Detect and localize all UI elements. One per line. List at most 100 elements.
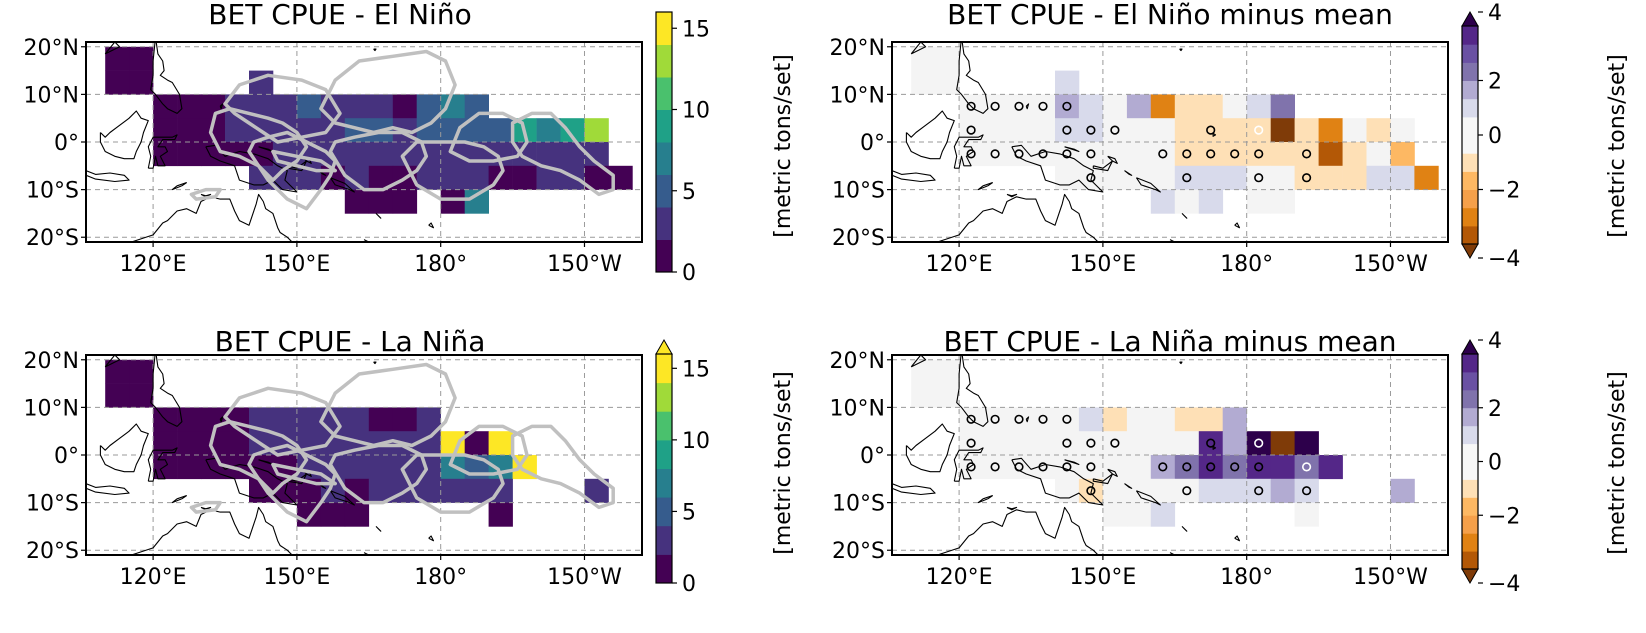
coastline [129,193,293,242]
contour-line [448,111,529,163]
significance-marker [1301,173,1312,183]
heatmap-cell [129,46,154,71]
significance-marker [990,149,1000,159]
heatmap-cell [1102,407,1128,432]
map-inner [86,355,642,555]
coastline [171,181,188,191]
x-tick-label: 150°W [547,252,622,277]
heatmap-cell [1078,407,1104,432]
colorbar-frame [655,11,673,273]
colorbar-segment [1462,44,1478,63]
heatmap-cell [1102,165,1128,190]
heatmap-cell [1055,478,1080,503]
heatmap-cell [1055,165,1080,190]
significance-marker [1014,101,1024,111]
coastline [1107,468,1118,477]
coastline [1025,103,1030,110]
coastline [1025,416,1030,423]
coastline [329,490,355,506]
colorbar-extend-arrow [1461,243,1479,260]
coastline [200,506,212,511]
coastline [953,134,984,169]
colorbar-segment [1462,497,1478,516]
colorbar-segment [1462,26,1478,45]
heatmap-cell [344,142,370,167]
x-tick-label: 120°E [120,252,187,277]
heatmap-cell [1102,94,1128,119]
x-tick-label: 180° [1220,565,1273,590]
heatmap-cell [1366,118,1391,143]
colorbar-segment [656,411,672,441]
heatmap-cell [1078,142,1104,167]
coastline [205,457,298,506]
significance-marker [1038,149,1048,159]
coastline [129,506,293,555]
heatmap-cell [1150,142,1176,167]
coastline [99,423,149,473]
heatmap-cell [1126,431,1152,456]
heatmap-cell [1174,118,1200,143]
heatmap-cell [344,407,370,432]
heatmap-cell [1055,70,1080,95]
heatmap-cell [177,118,202,143]
coastline [428,222,435,229]
panel-title: BET CPUE - La Niña minus mean [943,325,1396,358]
significance-marker [1206,438,1216,448]
heatmap-cell [344,189,370,214]
colorbar-label: [metric tons/set] [1605,371,1630,555]
x-tick-label: 150°E [263,565,330,590]
colorbar-tick-label: 0 [1488,451,1502,476]
heatmap-cell [1150,431,1176,456]
coastline [892,483,936,496]
heatmap-cell [1150,189,1176,214]
heatmap-cell [1222,118,1247,143]
heatmap-cell [1294,502,1319,527]
heatmap-cell [1078,94,1104,119]
heatmap-cell [1174,94,1200,119]
coastline [1212,445,1217,450]
heatmap-cell [1126,94,1152,119]
heatmap-cell [1126,165,1152,190]
heatmap-cell [1174,142,1200,167]
significance-marker [1254,438,1264,448]
heatmap-cell [1318,165,1343,190]
heatmap-cell [177,142,202,167]
panel-la-nina: BET CPUE - La Niña 120°E 150°E 180° 150°W 20… [24,325,796,597]
heatmap-cell [1198,165,1224,190]
coastline [86,483,130,496]
heatmap-cell [1222,407,1247,432]
heatmap-cell [177,407,202,432]
heatmap-cell [272,94,298,119]
coastline [205,144,298,193]
contour-line [328,443,429,505]
heatmap-cell [1150,407,1176,432]
panel-title: BET CPUE - La Niña [215,325,486,358]
heatmap-cell [1222,142,1247,167]
heatmap-cell [959,431,984,456]
coastline [977,494,994,504]
heatmap-cell [536,142,561,167]
coastline [150,42,183,114]
colorbar-segment [656,525,672,555]
y-tick-label: 20°S [26,226,79,251]
x-tick-label: 120°E [926,252,993,277]
coastline [905,110,955,160]
colorbar-segment [656,174,672,208]
heatmap-cell [1126,407,1152,432]
heatmap-cell [1126,502,1152,527]
colorbar-segment [1462,189,1478,209]
y-tick-label: 10°N [830,83,885,108]
heatmap-cell [983,431,1008,456]
heatmap-cell [935,383,960,408]
colorbar-segment [1462,551,1478,570]
contour-line [510,111,615,197]
panel-title: BET CPUE - El Niño minus mean [947,0,1393,31]
heatmap-cell [1078,455,1104,480]
significance-marker [1254,486,1264,496]
colorbar-segment [1462,62,1478,81]
colorbar-segment [1462,479,1478,498]
coastline [104,42,121,55]
colorbar-segment [656,354,672,384]
x-tick-label: 180° [1220,252,1273,277]
